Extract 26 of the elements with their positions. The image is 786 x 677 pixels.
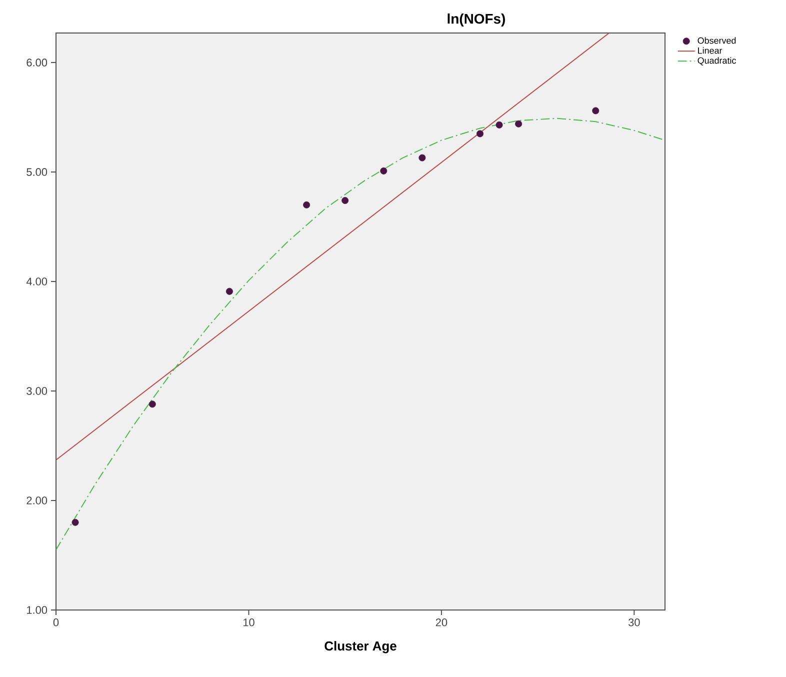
point — [496, 121, 503, 128]
x-tick-label: 20 — [436, 618, 448, 626]
x-tick-label: 0 — [53, 618, 59, 626]
legend-label: Observed — [698, 37, 736, 44]
chart-title: ln(NOFs) — [448, 13, 505, 26]
point — [476, 130, 484, 138]
point — [380, 167, 388, 174]
y-tick-label: 4.00 — [26, 278, 48, 286]
legend-label: Quadratic — [698, 57, 736, 66]
x-tick-label: 10 — [243, 618, 254, 626]
y-tick-label: 3.00 — [26, 387, 48, 395]
point — [72, 518, 79, 526]
point — [592, 107, 600, 114]
point — [418, 154, 426, 162]
point — [342, 197, 349, 204]
legend-label: Linear — [698, 47, 722, 54]
point — [303, 201, 310, 208]
y-tick-label: 1.00 — [27, 606, 48, 614]
point — [226, 288, 233, 295]
y-tick-label: 6.00 — [26, 58, 48, 66]
y-tick-label: 2.00 — [26, 496, 48, 504]
y-tick-label: 5.00 — [26, 168, 48, 176]
point — [148, 400, 156, 408]
x-tick-label: 30 — [628, 618, 640, 626]
point — [515, 120, 522, 128]
x-axis-title: Cluster Age — [324, 641, 396, 654]
